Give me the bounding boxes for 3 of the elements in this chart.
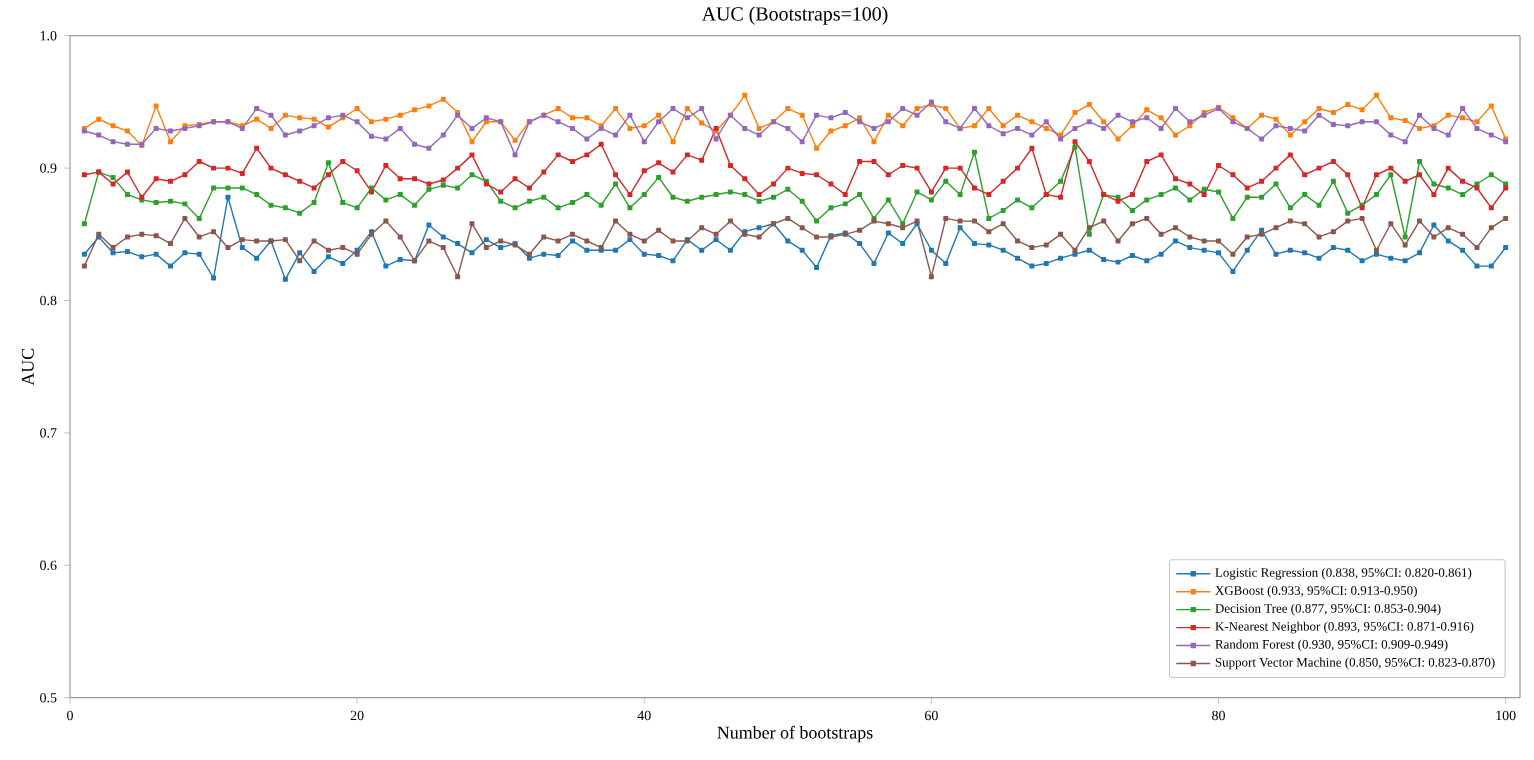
chart-title: AUC (Bootstraps=100) — [701, 6, 888, 25]
y-axis-title: AUC — [21, 348, 34, 386]
x-axis-title: Number of bootstraps — [717, 725, 873, 743]
